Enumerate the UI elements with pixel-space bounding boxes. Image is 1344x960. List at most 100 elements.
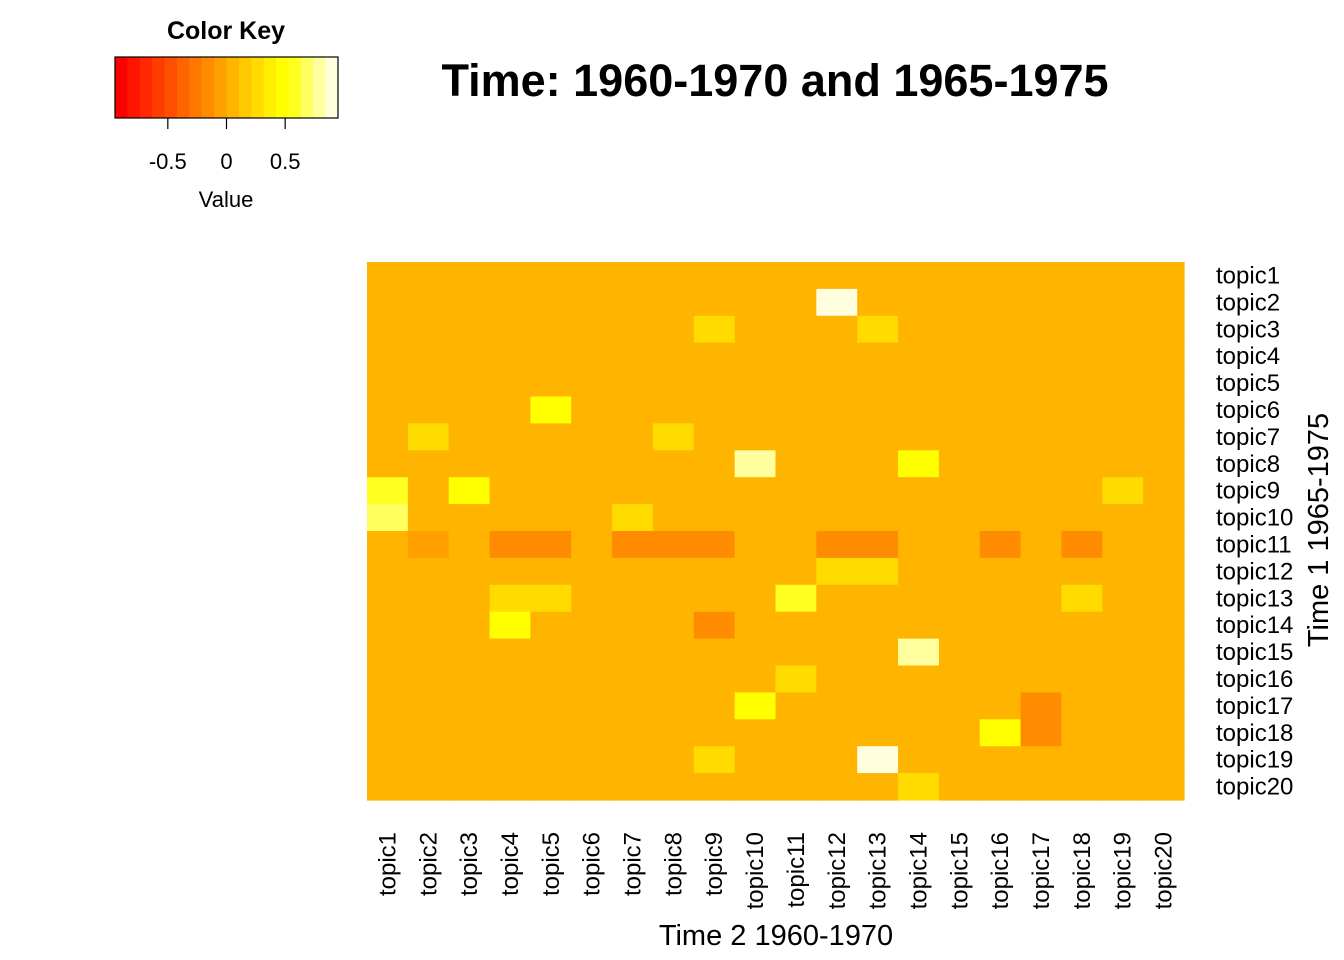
heat-cell	[1143, 288, 1185, 317]
heat-cell	[448, 692, 491, 720]
heat-cell	[1020, 342, 1063, 371]
heat-cell	[775, 638, 817, 667]
heat-cell	[1020, 288, 1063, 317]
heat-cell	[775, 396, 817, 424]
heat-cell	[816, 746, 858, 774]
heat-cell	[857, 692, 899, 720]
heat-cell	[1102, 477, 1144, 505]
heat-cell	[775, 584, 817, 613]
heat-cell	[816, 423, 858, 451]
heat-cell	[775, 477, 817, 505]
heat-cell	[1061, 504, 1103, 532]
heat-cell	[489, 450, 531, 478]
heat-cell	[1020, 369, 1063, 398]
heat-cell	[979, 450, 1022, 478]
heat-cell	[1143, 504, 1185, 532]
heat-cell	[816, 692, 858, 720]
heat-cell	[857, 477, 899, 505]
heat-cell	[407, 692, 450, 720]
heat-cell	[612, 773, 654, 801]
heat-cell	[448, 369, 491, 398]
heat-cell	[816, 288, 858, 317]
heat-cell	[898, 315, 940, 344]
heat-cell	[1143, 315, 1185, 344]
heat-cell	[448, 342, 491, 371]
heat-cell	[530, 531, 572, 559]
heat-cell	[1102, 423, 1144, 451]
heat-cell	[775, 369, 817, 398]
heat-cell	[367, 450, 409, 478]
color-key-swatch	[127, 57, 141, 118]
heat-cell	[489, 531, 531, 559]
heat-cell	[775, 450, 817, 478]
heat-cell	[1020, 692, 1063, 720]
heat-cell	[448, 719, 491, 747]
heat-cell	[530, 611, 572, 640]
heat-cell	[571, 262, 613, 290]
heat-cell	[1061, 557, 1103, 586]
heat-cell	[816, 504, 858, 532]
heat-cell	[857, 288, 899, 317]
heat-cell	[979, 477, 1022, 505]
heat-cell	[489, 692, 531, 720]
heat-cell	[407, 557, 450, 586]
heat-cell	[1061, 423, 1103, 451]
heat-cell	[693, 342, 736, 371]
column-label: topic6	[579, 832, 606, 896]
color-key: Color Key -0.5 0 0.5 Value	[114, 17, 339, 212]
color-key-swatch	[325, 57, 339, 118]
color-key-swatch	[263, 57, 277, 118]
heat-cell	[1020, 719, 1063, 747]
heat-cell	[1102, 342, 1144, 371]
heat-cell	[489, 369, 531, 398]
heat-cell	[652, 262, 695, 290]
heat-cell	[489, 773, 531, 801]
heat-cell	[612, 262, 654, 290]
heat-cell	[1020, 665, 1063, 693]
heat-cell	[857, 504, 899, 532]
column-label: topic17	[1028, 832, 1055, 909]
heat-cell	[857, 665, 899, 693]
heat-cell	[898, 638, 940, 667]
heat-cell	[898, 423, 940, 451]
heat-cell	[612, 315, 654, 344]
heat-cell	[530, 369, 572, 398]
heat-cell	[1102, 531, 1144, 559]
heat-cell	[693, 665, 736, 693]
heat-cell	[367, 584, 409, 613]
heat-cell	[898, 288, 940, 317]
column-label: topic20	[1151, 832, 1178, 909]
heat-cell	[693, 262, 736, 290]
heat-cell	[1020, 531, 1063, 559]
heat-cell	[979, 638, 1022, 667]
heat-cell	[1143, 450, 1185, 478]
heat-cell	[693, 611, 736, 640]
column-label: topic3	[456, 832, 483, 896]
heat-cell	[367, 531, 409, 559]
heat-cell	[979, 262, 1022, 290]
heat-cell	[1061, 638, 1103, 667]
color-key-value-label: Value	[199, 187, 254, 212]
heat-cell	[1102, 665, 1144, 693]
heat-cell	[1020, 504, 1063, 532]
heat-cell	[857, 396, 899, 424]
heat-cell	[367, 369, 409, 398]
heat-cell	[938, 665, 981, 693]
row-label: topic6	[1216, 397, 1280, 424]
heat-cell	[693, 557, 736, 586]
heat-cell	[857, 342, 899, 371]
heat-cell	[979, 719, 1022, 747]
heat-cell	[938, 477, 981, 505]
heat-cell	[898, 477, 940, 505]
heat-cell	[979, 531, 1022, 559]
chart-title: Time: 1960-1970 and 1965-1975	[441, 55, 1108, 106]
heat-cell	[734, 477, 777, 505]
color-key-swatch	[115, 57, 128, 118]
heat-cell	[734, 288, 777, 317]
heat-cell	[734, 423, 777, 451]
heat-cell	[734, 773, 777, 801]
heat-cell	[857, 611, 899, 640]
row-label: topic8	[1216, 451, 1280, 478]
heat-cell	[407, 504, 450, 532]
heat-cell	[979, 423, 1022, 451]
